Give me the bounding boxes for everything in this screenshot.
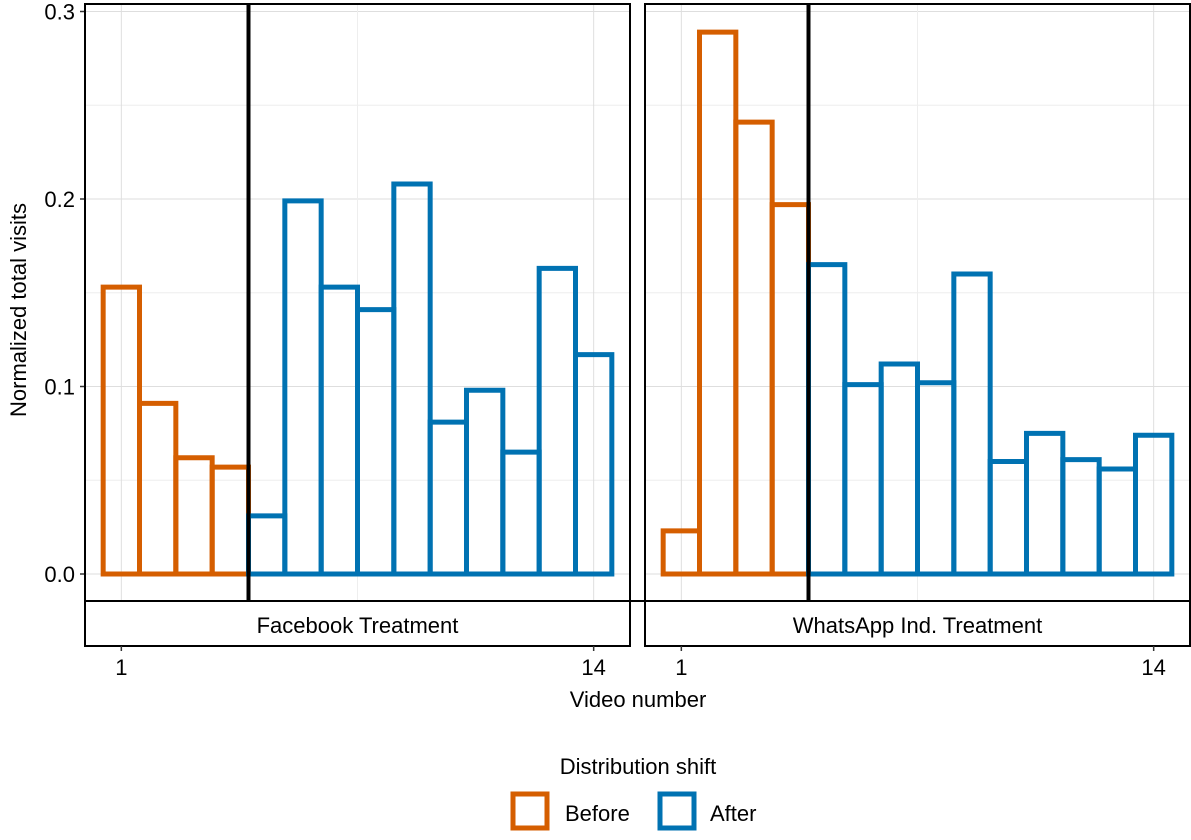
bar-video-5-after [806,262,848,577]
bar-video-4-before [769,202,812,577]
bar-video-11-after [1024,430,1066,577]
y-tick-label: 0.0 [44,562,75,587]
panel-2: WhatsApp Ind. Treatment [644,3,1191,647]
chart-panels: Facebook Treatment WhatsApp Ind. Treatmen… [84,3,1191,647]
bar-video-9-after [391,181,433,577]
facet-strip-label: WhatsApp Ind. Treatment [793,613,1042,638]
y-tick-label: 0.3 [44,0,75,25]
bar-video-14-after [1133,432,1175,577]
x-tick-label: 14 [581,655,605,680]
y-axis-ticks: 0.0 0.1 0.2 0.3 [44,0,85,587]
facet-strip-label: Facebook Treatment [257,613,459,638]
y-tick-label: 0.1 [44,375,75,400]
legend-label-after: After [710,801,756,826]
bar-video-9-after [951,271,993,577]
legend-label-before: Before [565,801,630,826]
x-tick-label: 1 [115,655,127,680]
legend: Distribution shift Before After [510,754,756,831]
x-tick-label: 1 [675,655,687,680]
bar-video-10-after [427,419,469,577]
facet-strip [644,600,1191,647]
x-tick-label: 14 [1141,655,1165,680]
bar-video-8-after [915,380,957,577]
bar-video-6-after [842,382,884,577]
bar-video-3-before [733,119,775,577]
bar-video-2-before [137,400,179,577]
bar-video-11-after [464,387,506,577]
y-tick-label: 0.2 [44,187,75,212]
bar-video-5-after [246,513,288,577]
x-axis-ticks: 1 14 1 14 [115,646,1166,680]
bar-video-4-before [209,464,252,577]
bar-video-13-after [1096,466,1138,577]
legend-key-after [657,791,697,831]
bar-video-12-after [500,449,542,577]
bar-video-12-after [1060,457,1102,577]
bar-video-8-after [355,307,397,577]
bar-video-13-after [536,265,579,577]
bar-video-10-after [987,459,1030,577]
x-axis-title: Video number [570,687,707,712]
panel-1: Facebook Treatment [84,3,631,647]
bar-video-7-after [318,284,360,577]
facet-strip [84,600,631,647]
bar-video-2-before [697,29,739,577]
y-axis-title: Normalized total visits [6,203,31,417]
legend-key-before [510,791,550,831]
bar-video-6-after [282,198,324,577]
bar-video-3-before [173,455,215,577]
legend-title: Distribution shift [560,754,717,779]
bar-video-7-after [878,361,921,577]
bar-video-14-after [573,352,615,577]
